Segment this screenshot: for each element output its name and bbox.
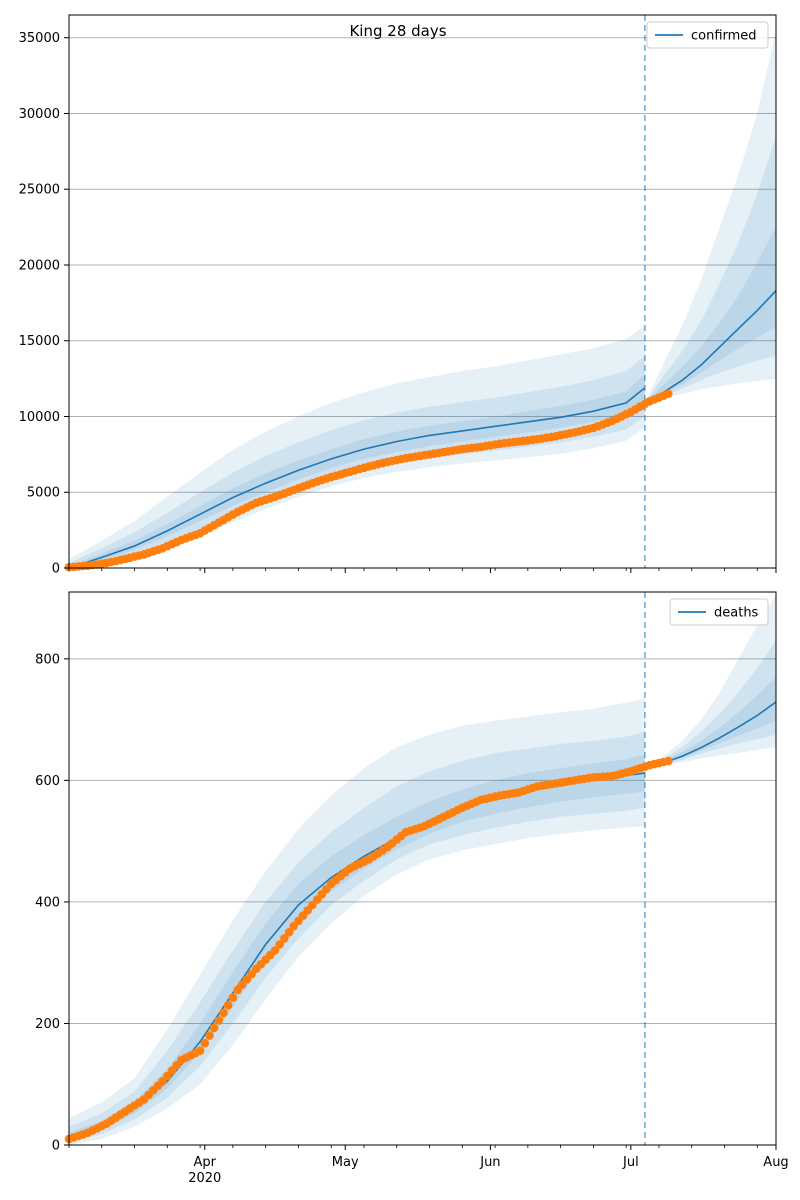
observed-point <box>228 993 238 1002</box>
y-tick-label: 35000 <box>19 31 60 46</box>
axes-frame <box>68 14 777 569</box>
y-tick-label: 200 <box>35 1017 60 1032</box>
observed-point <box>664 756 673 766</box>
y-tick-label: 30000 <box>19 107 60 122</box>
y-tick-label: 0 <box>52 562 60 577</box>
model-line <box>68 387 646 569</box>
confidence-band <box>69 731 645 1142</box>
x-tick-label: Aug <box>763 1155 788 1170</box>
x-tick-label: Jul <box>622 1155 639 1170</box>
y-tick-label: 10000 <box>19 410 60 425</box>
x-tick-label: May <box>332 1155 359 1170</box>
confidence-band <box>644 640 776 769</box>
observed-point <box>214 1016 224 1025</box>
y-tick-label: 20000 <box>19 258 60 273</box>
observed-point <box>223 1000 233 1010</box>
confidence-band <box>69 754 645 1141</box>
axes-frame <box>68 591 777 1146</box>
legend-label: confirmed <box>691 29 757 44</box>
y-tick-label: 25000 <box>19 183 60 198</box>
observed-point <box>275 940 285 949</box>
observed-point <box>209 1023 219 1033</box>
confidence-band <box>69 374 645 568</box>
legend-box <box>669 598 769 626</box>
confidence-band <box>644 595 776 769</box>
observed-point <box>219 1008 228 1018</box>
observed-point <box>284 928 294 937</box>
observed-point <box>195 1046 205 1056</box>
confidence-band <box>644 30 776 403</box>
legend-box <box>646 21 769 49</box>
observed-point <box>205 1031 214 1040</box>
chart-title: King 28 days <box>349 22 446 40</box>
legend-label: deaths <box>714 606 759 621</box>
y-tick-label: 800 <box>35 652 60 667</box>
x-tick-label: Jun <box>479 1155 500 1170</box>
confidence-band <box>644 136 776 403</box>
observed-point <box>280 934 289 943</box>
y-tick-label: 15000 <box>19 334 60 349</box>
y-tick-label: 5000 <box>27 486 60 501</box>
y-tick-label: 0 <box>52 1139 60 1154</box>
x-tick-label: Apr <box>194 1155 217 1170</box>
observed-point <box>270 946 280 955</box>
x-tick-sublabel: 2020 <box>188 1171 221 1186</box>
observed-point <box>664 389 673 399</box>
confidence-band <box>644 227 776 403</box>
y-tick-label: 600 <box>35 774 60 789</box>
observed-point <box>200 1038 210 1048</box>
confidence-band <box>69 355 645 568</box>
confirmed-panel: 0 5000 10000 15000 20000 25000 30000 35000 King … <box>19 14 777 577</box>
y-tick-label: 400 <box>35 895 60 910</box>
confidence-band <box>644 677 776 769</box>
